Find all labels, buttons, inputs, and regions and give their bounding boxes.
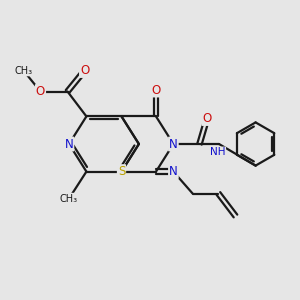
Text: NH: NH [210,147,225,158]
Text: O: O [80,64,89,77]
Text: CH₃: CH₃ [60,194,78,204]
Text: CH₃: CH₃ [14,65,32,76]
Text: O: O [152,83,160,97]
Text: S: S [118,165,125,178]
Text: N: N [64,137,74,151]
Text: N: N [169,137,178,151]
Text: N: N [169,165,178,178]
Text: O: O [202,112,211,125]
Text: O: O [36,85,45,98]
